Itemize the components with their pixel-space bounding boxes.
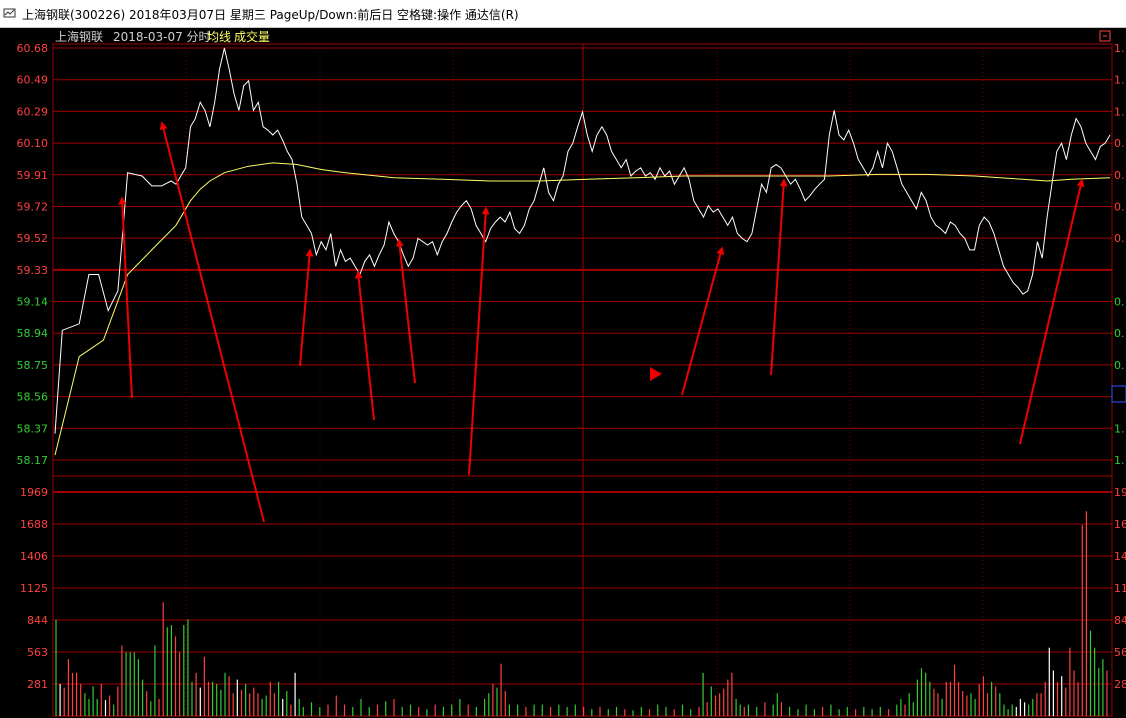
right-price-tick-label: 0. bbox=[1114, 169, 1125, 182]
right-price-tick-label: 0. bbox=[1114, 137, 1125, 150]
right-price-tick-label: 1. bbox=[1114, 105, 1125, 118]
price-tick-label: 59.33 bbox=[17, 264, 49, 277]
annotation-arrow bbox=[299, 248, 314, 367]
price-tick-label: 59.52 bbox=[17, 232, 49, 245]
price-tick-label: 58.94 bbox=[17, 327, 49, 340]
window-titlebar: 上海钢联(300226) 2018年03月07日 星期三 PageUp/Down… bbox=[0, 0, 1126, 28]
right-volume-tick-label: 16 bbox=[1114, 518, 1126, 531]
volume-tick-label: 1125 bbox=[20, 582, 48, 595]
window-title: 上海钢联(300226) 2018年03月07日 星期三 PageUp/Down… bbox=[22, 8, 519, 22]
price-tick-label: 59.72 bbox=[17, 200, 49, 213]
price-tick-label: 59.91 bbox=[17, 169, 49, 182]
annotation-arrow bbox=[468, 206, 490, 476]
right-price-tick-label: 1. bbox=[1114, 42, 1125, 55]
price-tick-label: 58.75 bbox=[17, 359, 49, 372]
chart-avg-label: 均线 bbox=[207, 30, 231, 44]
annotation-arrow bbox=[354, 270, 375, 421]
right-price-tick-label: 1. bbox=[1114, 422, 1125, 435]
annotation-arrow bbox=[118, 196, 133, 399]
right-volume-tick-label: 19 bbox=[1114, 486, 1126, 499]
right-volume-tick-label: 11 bbox=[1114, 582, 1126, 595]
right-price-tick-label: 1. bbox=[1114, 454, 1125, 467]
avg-price-line bbox=[54, 162, 1111, 456]
volume-tick-label: 1406 bbox=[20, 550, 48, 563]
intraday-chart[interactable]: 60.68 1. 60.49 1. 60.29 1. 60.10 0. 59.91 0. 59.72… bbox=[0, 28, 1126, 718]
right-price-tick-label: 0. bbox=[1114, 200, 1125, 213]
annotation-arrow bbox=[681, 246, 725, 396]
price-line bbox=[54, 47, 1111, 434]
right-price-tick-label: 0. bbox=[1114, 232, 1125, 245]
volume-tick-label: 281 bbox=[27, 678, 48, 691]
chart-stock-name: 上海钢联 bbox=[55, 29, 103, 44]
corner-toggle-icon bbox=[1099, 30, 1111, 42]
price-tick-label: 58.56 bbox=[17, 391, 49, 404]
annotation-arrow bbox=[159, 121, 265, 523]
volume-tick-label: 1688 bbox=[20, 518, 48, 531]
right-price-tick-label: 1. bbox=[1114, 74, 1125, 87]
price-tick-label: 60.10 bbox=[17, 137, 49, 150]
right-volume-tick-label: 14 bbox=[1114, 550, 1126, 563]
right-volume-tick-label: 84 bbox=[1114, 614, 1126, 627]
chart-date-mode: 2018-03-07 分时 bbox=[113, 30, 211, 44]
right-volume-tick-label: 56 bbox=[1114, 646, 1126, 659]
volume-tick-label: 1969 bbox=[20, 486, 48, 499]
annotation-marker bbox=[650, 367, 662, 381]
right-price-tick-label: 0. bbox=[1114, 296, 1125, 309]
price-tick-label: 60.49 bbox=[17, 74, 49, 87]
app-icon bbox=[3, 8, 16, 18]
current-price-box bbox=[1111, 385, 1126, 403]
right-price-tick-label: 0. bbox=[1114, 359, 1125, 372]
annotation-arrow bbox=[395, 238, 416, 384]
price-tick-label: 58.37 bbox=[17, 422, 49, 435]
annotation-arrow bbox=[1019, 178, 1085, 445]
price-tick-label: 59.14 bbox=[17, 296, 49, 309]
annotation-arrow bbox=[770, 178, 788, 376]
right-price-tick-label: 0. bbox=[1114, 327, 1125, 340]
price-tick-label: 58.17 bbox=[17, 454, 49, 467]
chart-vol-label: 成交量 bbox=[234, 29, 270, 44]
right-volume-tick-label: 28 bbox=[1114, 678, 1126, 691]
price-tick-label: 60.29 bbox=[17, 105, 49, 118]
volume-tick-label: 844 bbox=[27, 614, 48, 627]
volume-tick-label: 563 bbox=[27, 646, 48, 659]
price-tick-label: 60.68 bbox=[17, 42, 49, 55]
